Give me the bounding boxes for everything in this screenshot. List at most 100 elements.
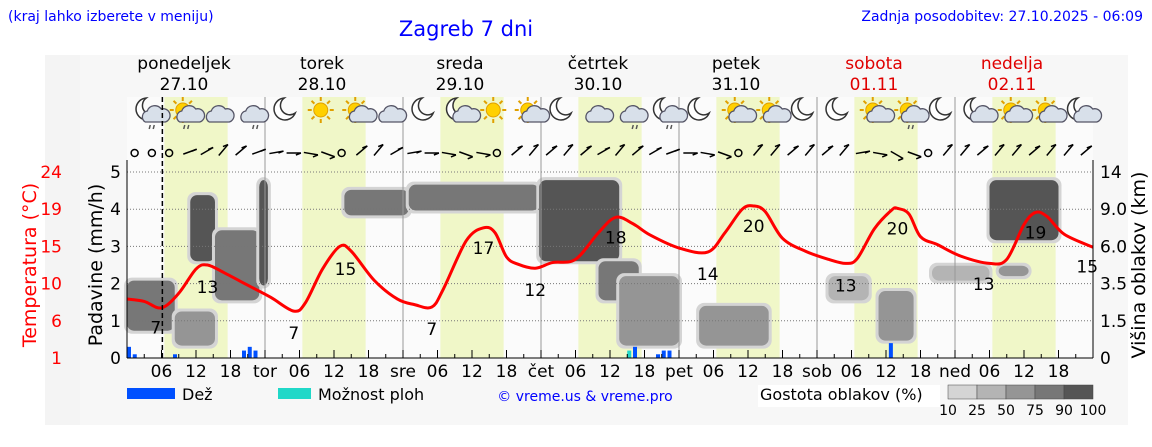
cloud-height-tick-label: 6.0 [1100, 237, 1127, 257]
wind-barb-icon [373, 143, 384, 157]
moon-cloud-icon [963, 97, 999, 123]
density-swatch [1005, 384, 1036, 400]
day-name: četrtek [568, 54, 629, 74]
legend-shower-swatch [278, 388, 311, 399]
precip-tick-label: 2 [110, 275, 121, 295]
wind-barb-icon [1011, 143, 1023, 157]
precip-tick-label: 1 [110, 312, 121, 332]
x-tick-label: 12 [323, 362, 345, 382]
day-date: 30.10 [574, 75, 623, 95]
cloud-blob [619, 276, 679, 346]
temperature-label: 20 [743, 217, 765, 237]
wind-barb-icon [700, 151, 715, 158]
x-tick-label: 12 [461, 362, 483, 382]
x-tick-label: 18 [358, 362, 380, 382]
cloud-rain-icon [619, 105, 649, 130]
sun-cloud-icon [859, 97, 896, 123]
sun-cloud-icon [997, 97, 1034, 123]
rain-bar [661, 350, 666, 358]
x-tick-label: 12 [875, 362, 897, 382]
density-swatch [947, 384, 978, 400]
temperature-label: 17 [473, 239, 495, 259]
region-hint[interactable]: (kraj lahko izberete v meniju) [8, 9, 214, 25]
wind-calm-icon [164, 148, 174, 158]
wind-barb-icon [183, 148, 197, 155]
rain-bar [253, 350, 258, 358]
temp-tick-label: 19 [40, 200, 62, 220]
wind-barb-icon [321, 151, 335, 160]
sun-icon [480, 97, 507, 123]
density-tick-label: 75 [1026, 403, 1044, 419]
density-tick-label: 100 [1080, 403, 1107, 419]
temp-tick-label: 1 [51, 349, 62, 369]
wind-barb-icon [648, 146, 663, 156]
wind-barb-icon [580, 145, 593, 156]
cloud-height-tick-label: 3.5 [1100, 275, 1127, 295]
rain-bar [656, 354, 660, 358]
rain-bar [247, 346, 252, 358]
cloud-blob [214, 230, 260, 301]
sun-cloud-icon [756, 97, 792, 123]
rain-bar [132, 354, 137, 358]
x-tick-label: 12 [1013, 362, 1035, 382]
precip-tick-label: 4 [110, 200, 121, 220]
precip-tick-label: 5 [110, 163, 121, 183]
wind-barb-icon [821, 145, 834, 156]
density-swatch [976, 384, 1007, 400]
wind-barb-icon [839, 143, 850, 157]
wind-barb-icon [252, 148, 266, 155]
wind-barb-icon [424, 152, 440, 156]
legend: Dež Možnost ploh © vreme.us & vreme.pro … [127, 384, 1107, 419]
temperature-label: 13 [197, 278, 219, 298]
temperature-label: 7 [150, 319, 161, 339]
wind-barb-icon [942, 143, 954, 157]
density-title-bg [758, 385, 940, 407]
daylight-band [302, 97, 366, 358]
shower-bar [627, 350, 632, 358]
wind-barb-icon [890, 150, 904, 162]
wind-barb-icon [976, 145, 989, 156]
wind-barb-icon [303, 151, 319, 158]
x-tick-label: 18 [910, 362, 932, 382]
temperature-label: 14 [697, 265, 719, 285]
wind-barb-icon [907, 151, 922, 160]
x-tick-label: 18 [1048, 362, 1070, 382]
x-tick-label: pet [665, 362, 693, 382]
wind-barb-icon [872, 151, 888, 158]
cloud-icon [585, 105, 615, 123]
wind-barb-icon [717, 151, 732, 160]
sun-cloud-icon [1032, 97, 1068, 123]
temp-axis-bg [45, 55, 80, 425]
day-name: nedelja [981, 54, 1043, 74]
cloud-icon [378, 105, 408, 123]
wind-barb-icon [770, 143, 781, 157]
temperature-label: 12 [524, 281, 546, 301]
temp-tick-label: 10 [40, 275, 62, 295]
rain-bar [242, 350, 246, 358]
x-tick-label: 06 [703, 362, 725, 382]
wind-barb-icon [390, 146, 404, 156]
sun-cloud-icon [514, 97, 551, 123]
moon-icon [549, 97, 573, 121]
x-tick-label: 12 [185, 362, 207, 382]
cloud-blob [878, 291, 914, 341]
moon-icon [928, 97, 953, 121]
cloud-height-axis-label: Višina oblakov (km) [1128, 172, 1150, 359]
x-tick-label: čet [528, 362, 555, 382]
wind-barb-icon [597, 146, 611, 156]
density-swatch [1034, 384, 1065, 400]
moon-cloud-icon [445, 97, 482, 123]
cloud-blob [174, 311, 215, 346]
wind-barb-icon [407, 150, 422, 155]
day-name: torek [300, 54, 344, 74]
moon-icon [790, 97, 815, 121]
x-tick-label: 12 [599, 362, 621, 382]
x-tick-label: ned [939, 362, 971, 382]
day-name: sreda [436, 54, 483, 74]
temperature-label: 7 [288, 324, 299, 344]
copyright-link[interactable]: © vreme.us & vreme.pro [497, 389, 672, 405]
wind-barb-icon [787, 145, 800, 156]
legend-rain-label: Dež [182, 385, 213, 404]
cloud-blob [539, 180, 620, 262]
